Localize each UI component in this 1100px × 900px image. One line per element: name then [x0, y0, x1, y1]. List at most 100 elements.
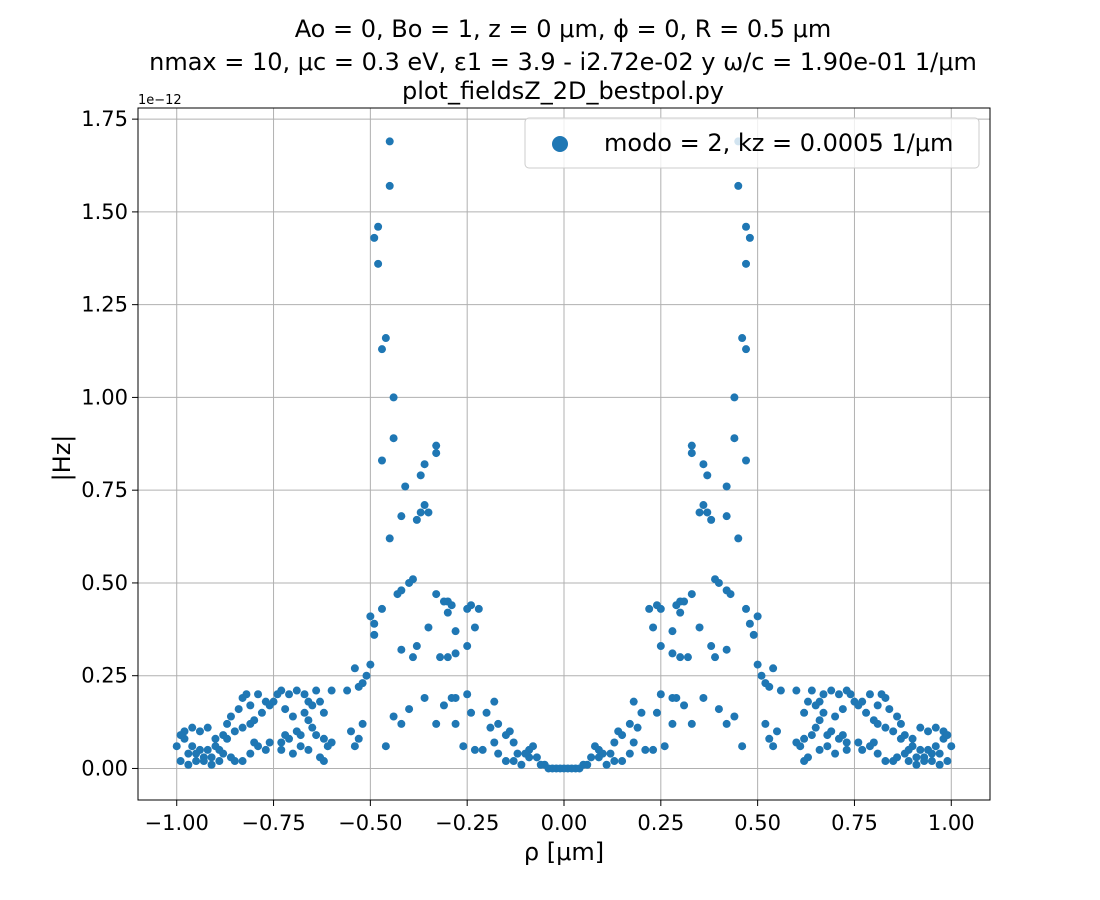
data-point	[226, 753, 235, 762]
data-point	[532, 753, 541, 762]
data-point	[432, 590, 441, 599]
data-point	[738, 334, 747, 343]
data-point	[873, 701, 882, 710]
data-point	[656, 604, 665, 613]
data-point	[374, 222, 383, 231]
data-point	[412, 515, 421, 524]
data-point	[470, 623, 479, 632]
data-point	[722, 719, 731, 728]
data-point	[304, 716, 313, 725]
x-ticks-layer: −1.00 −0.75 −0.50 −0.25 0.00 0.25 0.50 0.75 1.00	[145, 800, 975, 835]
data-point	[377, 345, 386, 354]
data-point	[393, 590, 402, 599]
data-point	[420, 460, 429, 469]
data-point	[172, 742, 181, 751]
data-point	[633, 723, 642, 732]
data-point	[184, 749, 193, 758]
data-point	[207, 760, 216, 769]
data-point	[219, 731, 228, 740]
data-point	[490, 697, 499, 706]
data-point	[947, 742, 956, 751]
data-point	[188, 742, 197, 751]
data-point	[742, 259, 751, 268]
y-axis-label: |Hz|	[48, 435, 76, 482]
data-point	[474, 604, 483, 613]
data-point	[416, 471, 425, 480]
data-point	[300, 690, 309, 699]
data-point	[513, 749, 522, 758]
data-point	[854, 738, 863, 747]
data-point	[521, 749, 530, 758]
data-point	[796, 742, 805, 751]
data-point	[912, 760, 921, 769]
data-point	[881, 757, 890, 766]
data-point	[358, 719, 367, 728]
grid-layer	[138, 108, 990, 800]
data-point	[916, 745, 925, 754]
data-point	[745, 233, 754, 242]
data-point	[834, 690, 843, 699]
data-point	[377, 604, 386, 613]
data-point	[680, 597, 689, 606]
data-point	[195, 727, 204, 736]
data-point	[893, 753, 902, 762]
data-point	[776, 686, 785, 695]
data-point	[769, 664, 778, 673]
legend-box	[524, 117, 980, 169]
data-point	[606, 749, 615, 758]
data-point	[819, 690, 828, 699]
data-point	[308, 723, 317, 732]
data-point	[432, 449, 441, 458]
data-point	[668, 719, 677, 728]
data-point	[831, 712, 840, 721]
data-point	[773, 727, 781, 736]
data-point	[722, 512, 731, 521]
data-point	[436, 653, 445, 662]
data-point	[807, 731, 816, 740]
data-point	[649, 745, 658, 754]
data-point	[432, 441, 441, 450]
data-point	[703, 508, 712, 517]
data-point	[587, 753, 596, 762]
data-point	[610, 757, 619, 766]
data-point	[815, 716, 824, 725]
x-tick-label: −0.75	[241, 811, 305, 835]
data-point	[389, 434, 398, 443]
data-point	[800, 757, 809, 766]
data-point	[536, 760, 545, 769]
data-point	[734, 534, 743, 543]
data-point	[749, 630, 758, 639]
data-point	[254, 690, 263, 699]
data-point	[447, 601, 456, 610]
data-point	[757, 671, 766, 680]
data-point	[656, 690, 665, 699]
data-point	[711, 653, 720, 662]
data-point	[935, 760, 944, 769]
data-point	[261, 745, 270, 754]
data-point	[931, 723, 940, 732]
data-point	[556, 764, 565, 773]
data-point	[707, 642, 716, 651]
data-point	[347, 727, 355, 736]
data-point	[292, 686, 301, 695]
data-point	[281, 731, 290, 740]
data-point	[257, 708, 266, 717]
data-point	[277, 686, 286, 695]
data-point	[463, 690, 472, 699]
data-point	[405, 578, 414, 587]
data-point	[250, 738, 259, 747]
x-tick-label: 1.00	[928, 811, 975, 835]
x-tick-label: 0.75	[831, 811, 878, 835]
data-point	[865, 690, 874, 699]
data-point	[707, 515, 716, 524]
data-point	[265, 701, 274, 710]
legend-marker	[552, 136, 568, 152]
title-line-1: Ao = 0, Bo = 1, z = 0 μm, ϕ = 0, R = 0.5…	[295, 15, 832, 43]
y-tick-label: 1.75	[81, 107, 128, 131]
data-point	[312, 686, 321, 695]
data-point	[660, 742, 669, 751]
data-point	[443, 653, 452, 662]
data-point	[176, 731, 185, 740]
data-point	[277, 738, 286, 747]
